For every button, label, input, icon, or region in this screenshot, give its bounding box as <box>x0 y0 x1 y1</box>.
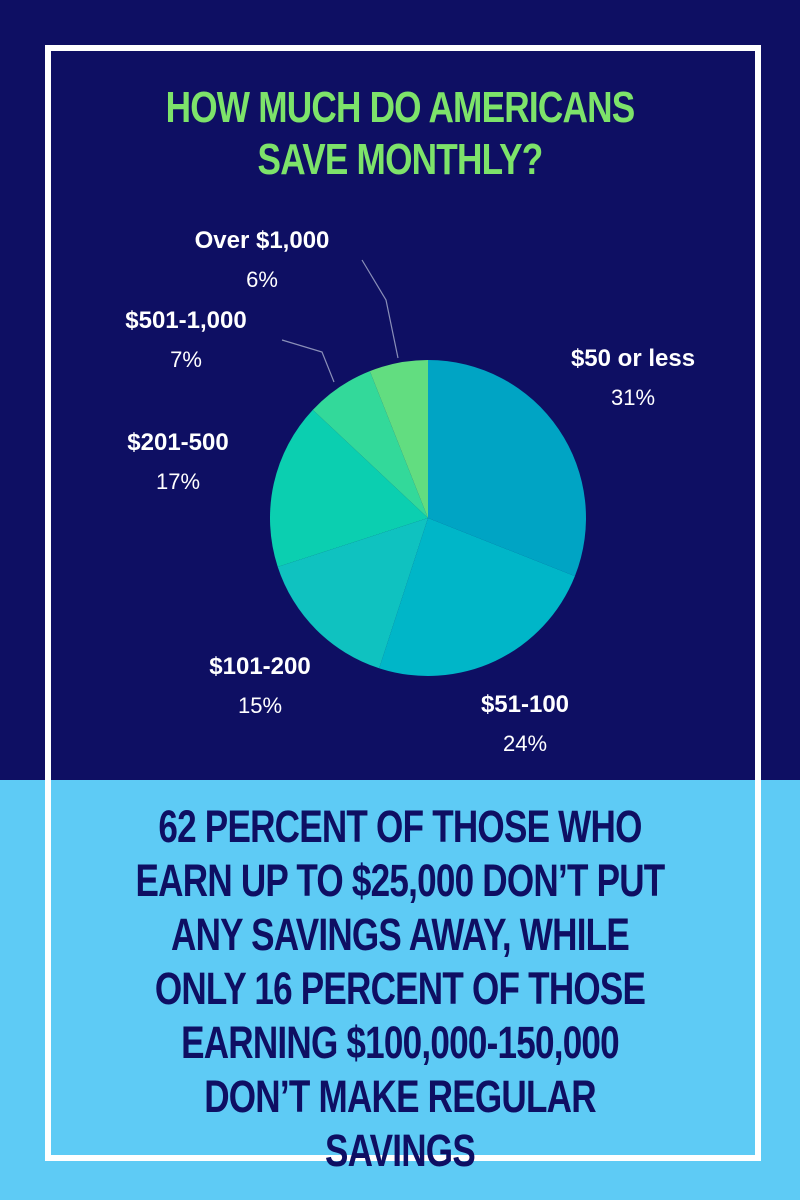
slice-label-percent: 6% <box>246 267 278 292</box>
leader-line-6 <box>361 259 399 359</box>
pie-slice-1 <box>428 360 586 577</box>
pie-slice-4 <box>269 409 428 567</box>
slice-label-category: $501-1,000 <box>125 307 246 334</box>
slice-label-percent: 17% <box>156 469 200 494</box>
caption-text: 62 PERCENT OF THOSE WHO EARN UP TO $25,0… <box>135 801 666 1176</box>
pie-slice-2 <box>379 518 575 676</box>
slice-label-percent: 31% <box>611 385 655 410</box>
slice-label-percent: 7% <box>170 347 202 372</box>
pie-chart: $50 or less 31% $51-100 24% $101-200 15% $201-… <box>125 227 695 756</box>
pie-slice-6 <box>369 360 428 518</box>
pie-slice-3 <box>277 518 428 669</box>
slice-label-category: $50 or less <box>571 345 695 372</box>
slice-label-category: Over $1,000 <box>195 227 330 254</box>
slice-label-category: $101-200 <box>209 653 310 680</box>
slice-label-percent: 24% <box>503 731 547 756</box>
slice-label-category: $201-500 <box>127 429 228 456</box>
white-frame <box>45 45 761 1161</box>
slice-label-category: $51-100 <box>481 691 569 718</box>
leader-line-5 <box>281 339 335 383</box>
chart-title: HOW MUCH DO AMERICANS SAVE MONTHLY? <box>165 83 636 184</box>
slice-label-percent: 15% <box>238 693 282 718</box>
bottom-background <box>0 780 800 1200</box>
pie-slice-5 <box>312 371 428 518</box>
